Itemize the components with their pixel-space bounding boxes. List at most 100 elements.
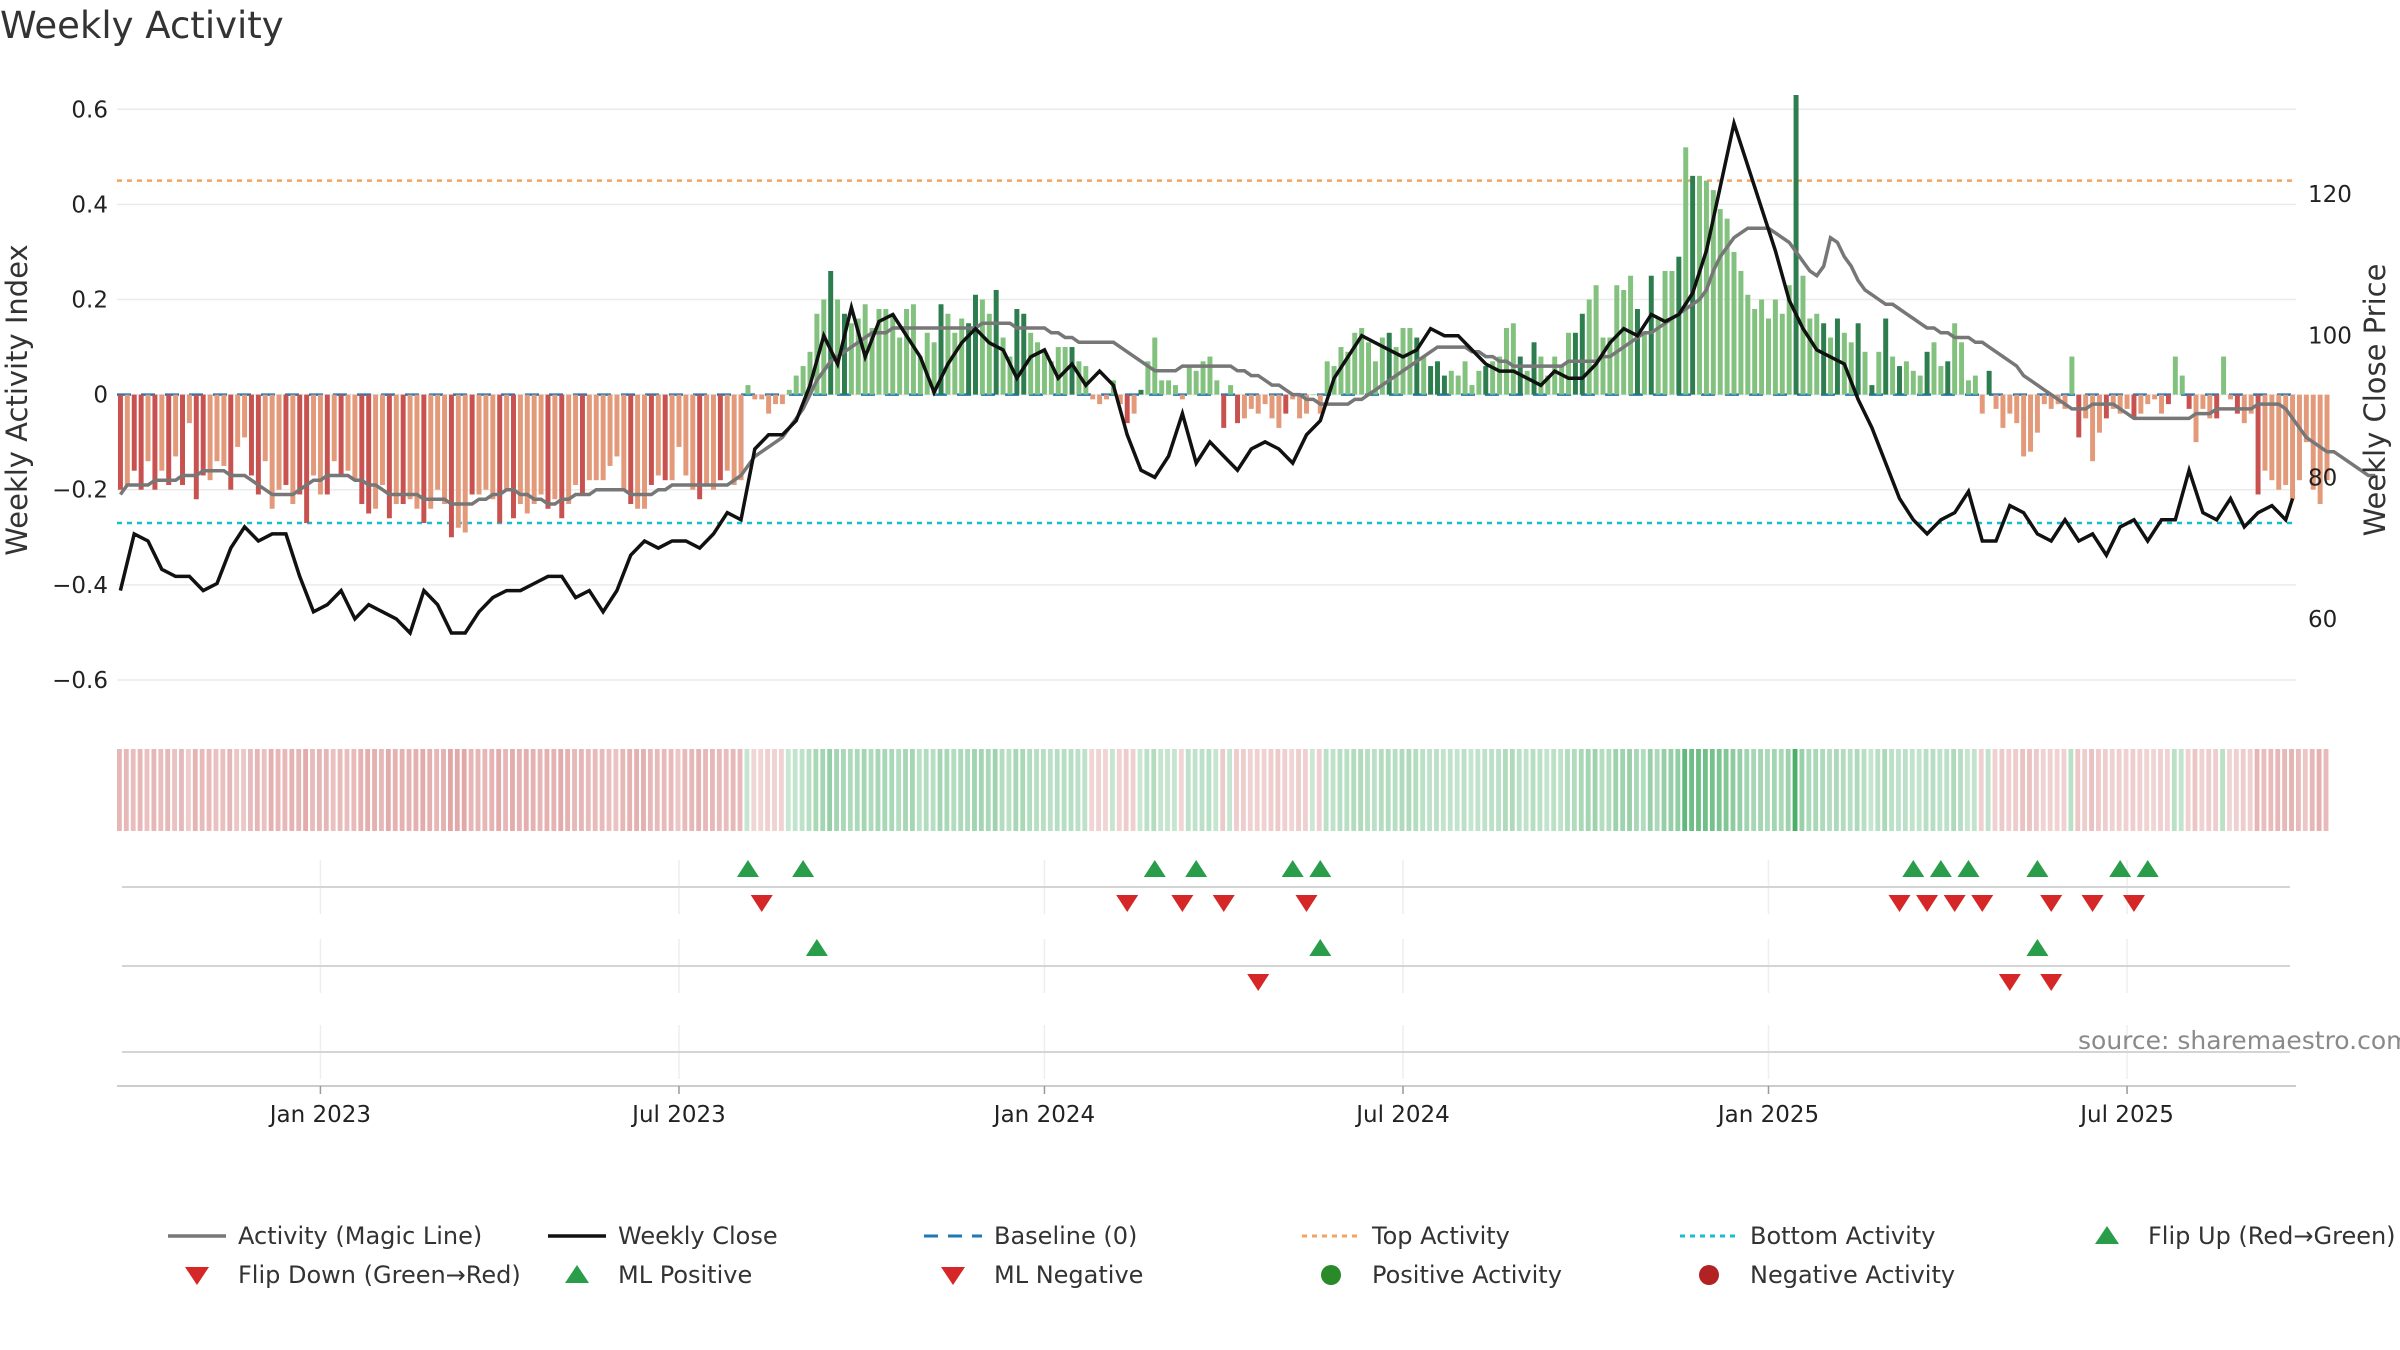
activity-bar <box>1490 361 1496 395</box>
activity-bar <box>1048 361 1054 395</box>
activity-bar <box>317 394 323 495</box>
heat-cell <box>958 749 964 831</box>
activity-bar <box>1600 337 1606 395</box>
heat-cell <box>537 749 543 831</box>
activity-bar <box>1076 361 1082 395</box>
activity-bar <box>193 394 199 500</box>
heat-cell <box>2302 749 2308 831</box>
heat-cell <box>2047 749 2053 831</box>
activity-bar <box>766 394 772 414</box>
heat-cell <box>1378 749 1384 831</box>
activity-bar <box>2000 394 2006 428</box>
activity-bar <box>1869 385 1875 395</box>
activity-bar <box>1779 313 1785 395</box>
heat-cell <box>1151 749 1157 831</box>
activity-bar <box>1469 385 1475 395</box>
heat-cell <box>903 749 908 831</box>
heat-cell <box>165 749 171 831</box>
heat-cell <box>2199 749 2205 831</box>
flip-down-marker <box>1943 895 1966 912</box>
heat-cell <box>1889 749 1894 831</box>
activity-bar <box>159 394 165 471</box>
activity-bar <box>248 394 254 476</box>
activity-bar <box>1621 289 1627 395</box>
heat-cell <box>999 749 1005 831</box>
activity-bar <box>979 299 985 395</box>
heat-cell <box>2261 749 2267 831</box>
activity-bar <box>1897 366 1902 395</box>
heat-cell <box>585 749 591 831</box>
activity-bar <box>511 394 516 519</box>
heat-cell <box>868 749 874 831</box>
heat-cell <box>1440 749 1446 831</box>
heat-cell <box>572 749 577 831</box>
flip-up-marker <box>2136 860 2159 877</box>
activity-bar <box>1083 366 1089 395</box>
activity-bar <box>2214 394 2220 419</box>
heat-cell <box>2213 749 2219 831</box>
activity-bar <box>1669 270 1675 395</box>
heat-cell <box>123 749 129 831</box>
heat-cell <box>1013 749 1019 831</box>
ml-positive-marker <box>2026 939 2049 956</box>
heat-cell <box>441 749 446 831</box>
heat-cell <box>654 749 660 831</box>
heat-cell <box>1827 749 1832 831</box>
activity-bar <box>662 394 668 481</box>
flip-down-marker <box>2122 895 2145 912</box>
activity-bar <box>607 394 613 466</box>
activity-bar <box>1524 370 1530 395</box>
heat-cell <box>1054 749 1060 831</box>
source-note: source: sharemaestro.com <box>2078 1026 2400 1055</box>
heat-cell <box>772 749 777 831</box>
activity-bar <box>1269 394 1275 419</box>
x-tick-label: Jul 2024 <box>1354 1102 1450 1128</box>
flip-up-marker <box>1929 860 1952 877</box>
heat-cell <box>806 749 812 831</box>
activity-bar <box>676 394 682 447</box>
activity-bar <box>186 394 192 424</box>
heat-cell <box>1406 749 1412 831</box>
activity-bar <box>1379 337 1385 395</box>
heat-cell <box>2233 749 2239 831</box>
heat-cell <box>1351 749 1357 831</box>
activity-bar <box>1586 299 1592 395</box>
activity-bar <box>1834 318 1840 395</box>
activity-bar <box>1366 342 1372 395</box>
activity-bar <box>2276 394 2282 490</box>
activity-bar <box>304 394 310 524</box>
heat-cell <box>1165 749 1170 831</box>
x-tick-label: Jul 2023 <box>630 1102 726 1128</box>
y2-tick-label: 80 <box>2308 465 2337 491</box>
activity-bar <box>1235 394 1241 424</box>
legend-label: Baseline (0) <box>994 1222 1137 1250</box>
activity-bar <box>1055 347 1061 395</box>
activity-bar <box>1159 380 1165 395</box>
activity-bar <box>311 394 317 476</box>
heat-cell <box>710 749 715 831</box>
legend-key-flip-up <box>2095 1226 2119 1244</box>
activity-bar <box>552 394 558 500</box>
activity-bar <box>1448 370 1454 395</box>
activity-bar <box>166 394 172 485</box>
heat-cell <box>248 749 253 831</box>
activity-bar <box>890 313 896 395</box>
activity-bar <box>338 394 344 476</box>
activity-bar <box>1104 394 1109 400</box>
heat-cell <box>489 749 495 831</box>
heat-cell <box>254 749 260 831</box>
activity-bar <box>462 394 468 533</box>
activity-bar <box>1945 361 1951 395</box>
activity-bar <box>2186 394 2192 409</box>
heat-cell <box>923 749 929 831</box>
activity-bar <box>207 394 213 481</box>
activity-bar <box>1752 309 1758 395</box>
flip-up-marker <box>1185 860 1208 877</box>
activity-bar <box>1097 394 1103 405</box>
activity-bar <box>2034 394 2040 433</box>
activity-bar <box>2048 394 2054 409</box>
activity-bar <box>1745 294 1751 395</box>
activity-bar <box>1552 356 1558 395</box>
activity-bar <box>1593 285 1599 395</box>
heat-cell <box>1854 749 1860 831</box>
